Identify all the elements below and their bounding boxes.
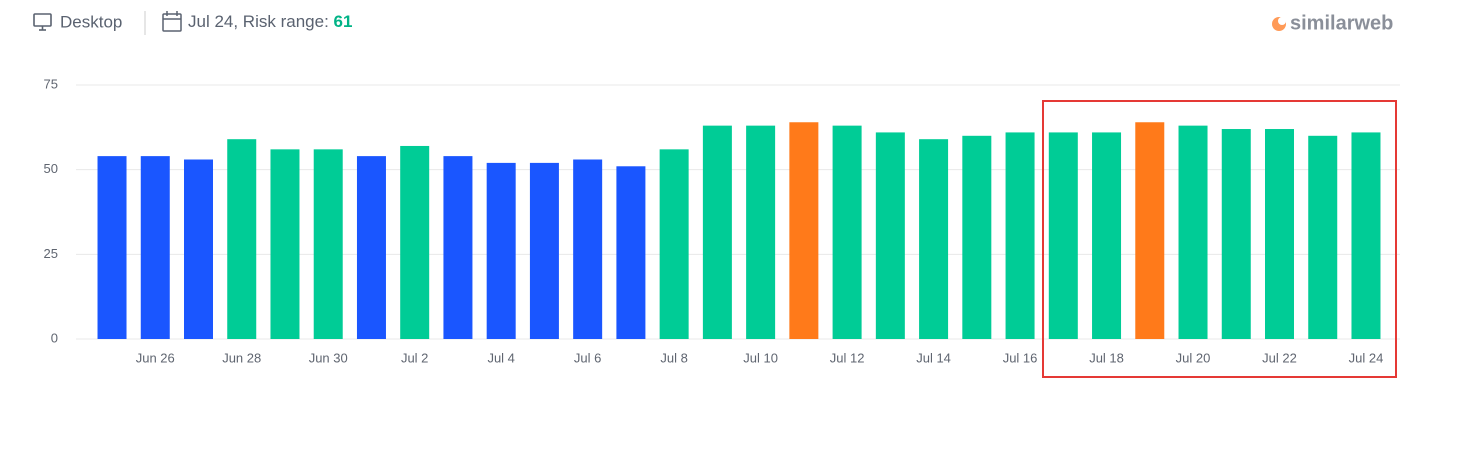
bar <box>659 149 689 339</box>
y-tick-label: 75 <box>44 76 58 91</box>
x-tick-label: Jul 4 <box>487 350 514 365</box>
x-tick-label: Jun 26 <box>136 350 175 365</box>
x-tick-label: Jun 28 <box>222 350 261 365</box>
calendar-icon <box>162 11 182 32</box>
bar <box>616 166 646 339</box>
bar <box>1092 132 1122 339</box>
bar <box>529 162 559 339</box>
brand-logo <box>1272 17 1286 31</box>
brand-name: similarweb <box>1290 12 1393 34</box>
bar <box>789 122 819 340</box>
bar <box>1178 125 1208 339</box>
x-tick-label: Jul 6 <box>574 350 601 365</box>
bar <box>1135 122 1165 340</box>
bar <box>97 156 127 339</box>
bar <box>746 125 776 339</box>
bar <box>1005 132 1035 339</box>
bar <box>1308 135 1338 339</box>
bar <box>702 125 732 339</box>
x-tick-label: Jul 12 <box>830 350 865 365</box>
y-tick-label: 25 <box>44 246 58 261</box>
x-tick-label: Jul 10 <box>743 350 778 365</box>
bar <box>270 149 300 339</box>
x-tick-label: Jul 14 <box>916 350 951 365</box>
device-icon <box>33 13 52 31</box>
bar <box>832 125 862 339</box>
y-tick-label: 0 <box>51 330 58 345</box>
highlight-box <box>1042 100 1397 378</box>
x-tick-label: Jul 20 <box>1176 350 1211 365</box>
bar <box>962 135 992 339</box>
bar <box>573 159 603 339</box>
bar <box>1221 129 1251 339</box>
date-risk: Jul 24, Risk range: 61 <box>188 12 352 31</box>
date-label: Jul 24, Risk range: <box>188 12 329 31</box>
x-tick-label: Jul 22 <box>1262 350 1297 365</box>
x-tick-label: Jun 30 <box>309 350 348 365</box>
bar <box>1048 132 1078 339</box>
bar <box>227 139 257 339</box>
bar <box>875 132 905 339</box>
y-tick-label: 50 <box>44 161 58 176</box>
bar <box>400 145 430 339</box>
bar <box>313 149 343 339</box>
risk-value: 61 <box>334 12 353 31</box>
bar <box>1351 132 1381 339</box>
x-tick-label: Jul 2 <box>401 350 428 365</box>
x-tick-label: Jul 8 <box>660 350 687 365</box>
device-label: Desktop <box>60 12 122 31</box>
bar <box>919 139 949 339</box>
bar <box>486 162 516 339</box>
bar <box>356 156 386 339</box>
bar <box>1265 129 1294 339</box>
x-tick-label: Jul 16 <box>1003 350 1038 365</box>
bar <box>443 156 473 339</box>
x-tick-label: Jul 24 <box>1349 350 1384 365</box>
x-tick-label: Jul 18 <box>1089 350 1124 365</box>
bar <box>184 159 213 339</box>
bar <box>140 156 170 339</box>
